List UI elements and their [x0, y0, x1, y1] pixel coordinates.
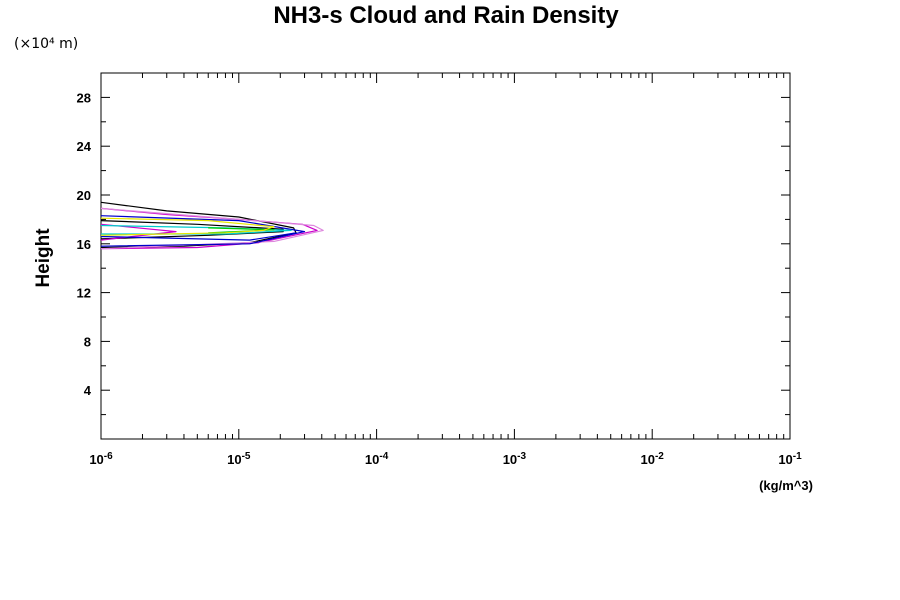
x-tick-label: 10-5: [227, 451, 251, 467]
y-tick-label: 8: [84, 334, 91, 349]
contour-line-6: [100, 215, 306, 247]
plot-frame: [100, 72, 791, 440]
y-tick-label: 12: [77, 286, 91, 301]
chart-title: NH3-s Cloud and Rain Density: [273, 2, 619, 29]
contour-lines: [100, 201, 324, 250]
y-tick-label: 20: [77, 188, 91, 203]
y-tick-label: 24: [77, 139, 92, 154]
contour-line-10: [100, 217, 275, 236]
x-tick-labels: 10-6 10-5 10-4 10-3 10-2 10-1: [89, 451, 802, 467]
y-tick-labels: 4 8 12 16 20 24 28: [77, 90, 92, 398]
x-unit-label: (kg/m^3): [759, 478, 813, 493]
contour-line-7: [100, 232, 297, 241]
x-tick-label: 10-1: [778, 451, 802, 467]
x-tick-label: 10-3: [503, 451, 527, 467]
y-tick-label: 4: [84, 383, 92, 398]
contour-line-3: [100, 207, 318, 250]
contour-line-5: [100, 207, 324, 250]
x-ticks: [100, 73, 791, 439]
y-axis-label: Height: [33, 228, 54, 288]
y-tick-label: 28: [77, 90, 91, 105]
x-tick-label: 10-4: [365, 451, 389, 467]
x-tick-label: 10-2: [641, 451, 665, 467]
y-ticks: [101, 96, 790, 416]
y-unit-label: (×10⁴ m): [14, 36, 78, 52]
contour-line-9: [208, 227, 275, 234]
x-tick-label: 10-6: [89, 451, 113, 467]
y-tick-label: 16: [77, 237, 91, 252]
